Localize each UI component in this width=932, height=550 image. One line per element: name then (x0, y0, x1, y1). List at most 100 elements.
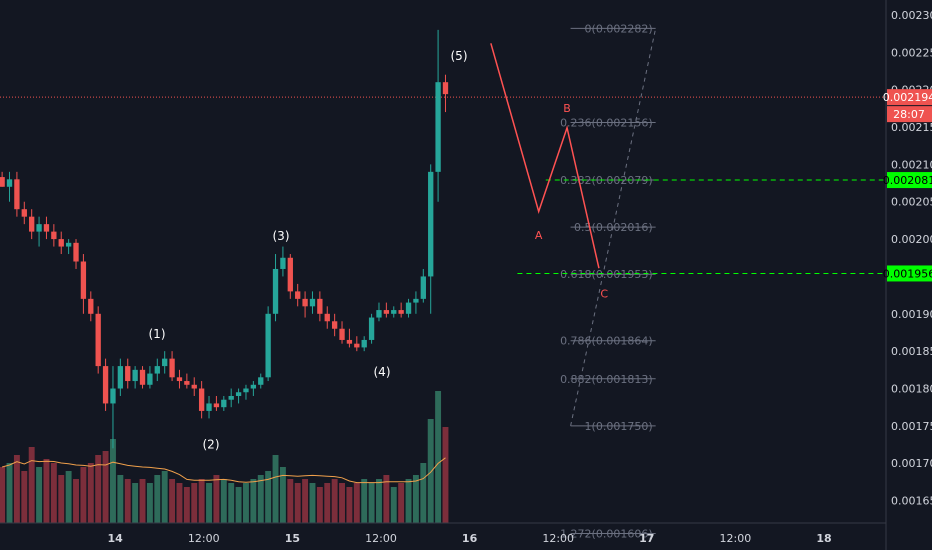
fib-level-label: 0.236(0.002156) (560, 117, 653, 130)
volume-bar (146, 483, 153, 523)
horizontal-lines[interactable] (0, 96, 886, 274)
candle-body (361, 339, 367, 348)
price-tags: 0.002194 28:07 0.002081 0.001956 (883, 89, 932, 282)
volume-bar (132, 483, 139, 523)
volume-bar (287, 479, 294, 523)
volume-bar (95, 455, 102, 523)
volume-bar (13, 455, 20, 523)
volume-bar (124, 479, 131, 523)
candle-body (191, 384, 197, 389)
volume-bar (198, 479, 205, 523)
volume-bar (191, 483, 198, 523)
volume-bar (228, 483, 235, 523)
volume-bar (346, 487, 353, 523)
fib-level-label: 0(0.002282) (585, 22, 653, 35)
volume-ma-line (1, 457, 446, 484)
volume-bar (250, 479, 257, 523)
candle-body (213, 403, 220, 408)
volume-bar (87, 463, 94, 523)
candle-body (317, 298, 323, 314)
volume-bar (206, 483, 212, 523)
candle-body (376, 310, 382, 318)
volume-bar (110, 439, 116, 523)
wave-labels: (1) (2) (3) (4) (5) (149, 49, 468, 452)
volume-bar (235, 487, 242, 523)
candle-body (398, 310, 404, 314)
price-axis-tick-label: 0.00215 (891, 121, 932, 134)
time-axis-tick-label: 16 (462, 532, 478, 545)
fib-level-label: 1(0.001750) (585, 420, 653, 433)
candle-body (95, 313, 101, 367)
volume-bar (21, 471, 28, 523)
price-axis-tick-label: 0.00190 (891, 308, 932, 321)
volume-bar (73, 479, 79, 523)
horizontal-level-tag-bg (887, 265, 932, 282)
volume-bar (183, 487, 190, 523)
price-axis-tick-label: 0.00230 (891, 9, 932, 22)
candle-body (368, 317, 375, 340)
volume-bar (243, 483, 249, 523)
volume-bar (324, 483, 331, 523)
volume-bar (43, 459, 50, 523)
candle-body (110, 388, 116, 404)
candle-body (139, 369, 146, 385)
volume-bar (331, 479, 338, 523)
candle-body (280, 257, 286, 269)
time-axis[interactable]: 14 12:00 15 12:00 16 12:00 17 12:00 18 (108, 532, 832, 545)
candle-body (265, 313, 271, 378)
volume-bar (0, 467, 6, 523)
volume-bar (28, 447, 35, 523)
candle-body (65, 242, 72, 247)
candle-body (29, 216, 35, 232)
volume-bar (117, 475, 124, 523)
candle-body (73, 242, 79, 262)
price-axis-tick-label: 0.00200 (891, 233, 932, 246)
volume-bar (398, 483, 405, 523)
candle-body (302, 298, 308, 307)
candle-body (235, 392, 242, 396)
volume-bar (65, 471, 72, 523)
elliott-wave-label: (3) (273, 229, 290, 243)
volume-bar (213, 475, 220, 523)
volume-bar (442, 427, 449, 523)
fibonacci-retracement[interactable]: 0(0.002282) 0.236(0.002156) 0.382(0.002079… (560, 22, 657, 540)
volume-bar (220, 479, 227, 523)
candle-body (324, 313, 330, 322)
candle-body (102, 366, 109, 404)
volume-bar (376, 479, 382, 523)
time-axis-tick-label: 12:00 (365, 532, 397, 545)
volume-bar (6, 463, 13, 523)
elliott-wave[interactable]: A B C (490, 43, 609, 300)
candle-body (420, 276, 426, 299)
price-axis-tick-label: 0.00205 (891, 196, 932, 209)
time-axis-tick-label: 12:00 (542, 532, 574, 545)
volume-bar (36, 467, 43, 523)
price-axis[interactable]: 0.002300.002250.002200.002150.002100.002… (891, 9, 932, 508)
volume-bar (302, 479, 309, 523)
fib-trend-line[interactable] (570, 28, 657, 426)
candle-body (243, 388, 249, 393)
fib-level-label: 0.786(0.001864) (560, 335, 653, 348)
volume-bar (383, 475, 390, 523)
candle-body (6, 179, 13, 187)
time-axis-tick-label: 15 (285, 532, 300, 545)
candle-body (0, 177, 5, 187)
volume-bar (405, 479, 412, 523)
candle-body (198, 388, 205, 411)
horizontal-level-tag: 0.002081 (883, 174, 932, 187)
candle-body (391, 310, 397, 314)
candle-body (14, 179, 20, 210)
price-axis-tick-label: 0.00165 (891, 495, 932, 508)
volume-bar (272, 455, 279, 523)
volume-bar (390, 487, 397, 523)
candle-body (428, 171, 434, 277)
volume-bar (176, 483, 183, 523)
candle-body (228, 395, 234, 400)
candle-body (309, 298, 316, 307)
time-axis-tick-label: 14 (108, 532, 124, 545)
fib-level-label: 0.882(0.001813) (560, 373, 653, 386)
abc-correction-path[interactable] (490, 43, 600, 269)
fib-level-label: 0.382(0.002079) (560, 174, 653, 187)
